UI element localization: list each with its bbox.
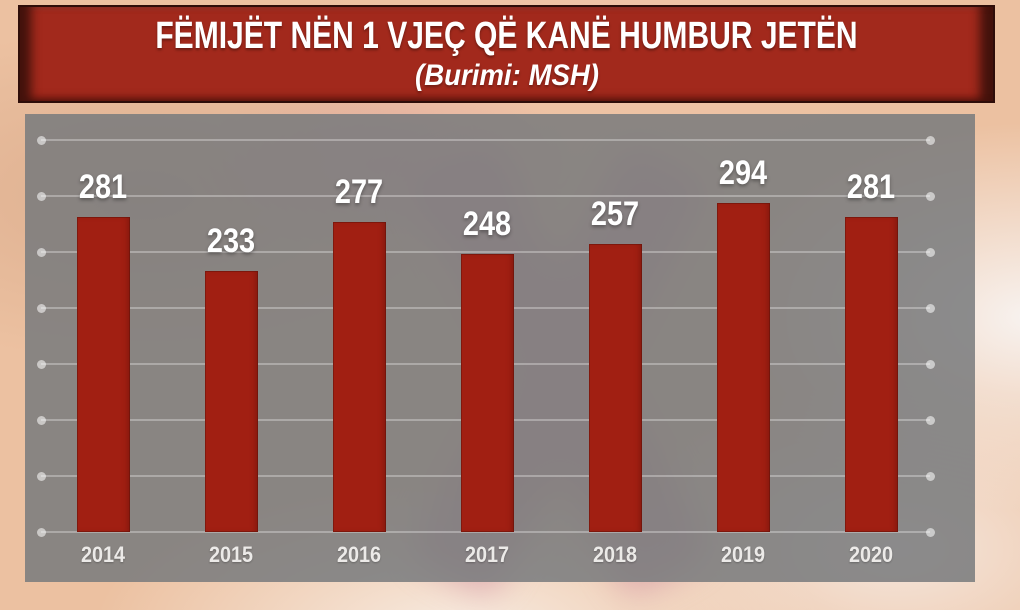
gridline xyxy=(41,531,930,533)
bar xyxy=(844,217,898,532)
gridline-dot-right xyxy=(926,247,935,257)
chart-source: (Burimi: MSH) xyxy=(407,58,607,94)
bar xyxy=(460,254,514,532)
bar xyxy=(716,202,770,532)
x-axis-label: 2014 xyxy=(80,542,126,567)
x-axis-label: 2020 xyxy=(848,542,894,567)
chart-title-text: FËMIJËT NËN 1 VJEÇ QË KANË HUMBUR JETËN xyxy=(155,15,858,57)
gridline-dot-left xyxy=(37,527,46,537)
bar-value-label: 294 xyxy=(718,153,768,192)
chart-title: FËMIJËT NËN 1 VJEÇ QË KANË HUMBUR JETËN xyxy=(62,14,951,58)
gridline-dot-right xyxy=(926,135,935,145)
gridline-dot-right xyxy=(926,191,935,201)
gridline xyxy=(41,195,930,197)
gridline-dot-right xyxy=(926,415,935,425)
bar xyxy=(332,221,386,532)
gridline-dot-left xyxy=(37,471,46,481)
x-axis-label: 2018 xyxy=(592,542,638,567)
gridline-dot-left xyxy=(37,303,46,313)
x-axis-label: 2019 xyxy=(720,542,766,567)
gridline-dot-left xyxy=(37,415,46,425)
x-axis-label: 2015 xyxy=(208,542,254,567)
x-axis-label: 2017 xyxy=(464,542,510,567)
gridline-dot-right xyxy=(926,471,935,481)
gridline-dot-left xyxy=(37,135,46,145)
bar xyxy=(588,244,642,532)
gridline-dot-right xyxy=(926,303,935,313)
gridline-dot-right xyxy=(926,359,935,369)
gridline-dot-right xyxy=(926,527,935,537)
bar xyxy=(204,271,258,532)
gridline xyxy=(41,251,930,253)
x-axis-label: 2016 xyxy=(336,542,382,567)
bar-value-label: 281 xyxy=(78,168,128,207)
bar-value-label: 277 xyxy=(334,172,384,211)
bar-value-label: 257 xyxy=(590,195,640,234)
chart-panel: 281 2014 233 2015 277 2016 248 2017 257 2018 294 20… xyxy=(25,114,975,582)
bar-value-label: 248 xyxy=(462,205,512,244)
header-banner: FËMIJËT NËN 1 VJEÇ QË KANË HUMBUR JETËN … xyxy=(18,5,995,103)
gridline-dot-left xyxy=(37,247,46,257)
chart-plot: 281 2014 233 2015 277 2016 248 2017 257 2018 294 20… xyxy=(25,114,975,582)
bar xyxy=(76,217,130,532)
gridline-dot-left xyxy=(37,359,46,369)
bar-value-label: 281 xyxy=(846,168,896,207)
chart-source-text: (Burimi: MSH) xyxy=(414,59,599,92)
gridline-dot-left xyxy=(37,191,46,201)
gridline xyxy=(41,139,930,141)
bar-value-label: 233 xyxy=(206,222,256,261)
